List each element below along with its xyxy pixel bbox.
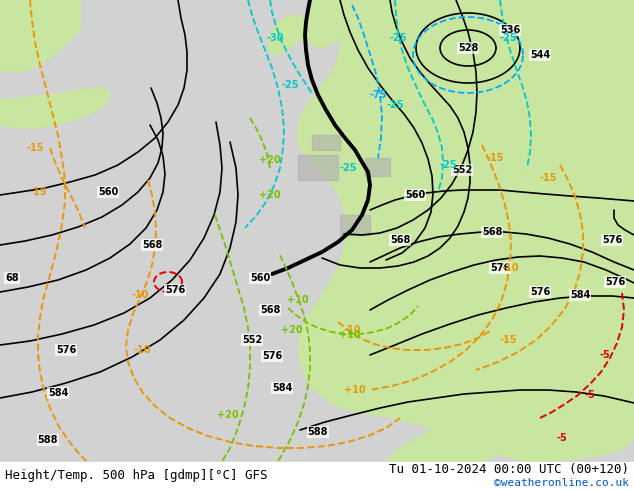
Text: -25: -25 <box>389 33 407 43</box>
Text: 576: 576 <box>605 277 625 287</box>
Text: -10: -10 <box>343 325 361 335</box>
Polygon shape <box>268 15 308 55</box>
Text: -15: -15 <box>486 153 504 163</box>
Text: -5: -5 <box>585 390 595 400</box>
Text: +10: +10 <box>287 295 309 305</box>
Text: -15: -15 <box>26 143 44 153</box>
Text: +10: +10 <box>339 330 361 340</box>
Text: 528: 528 <box>458 43 478 53</box>
Text: 584: 584 <box>570 290 590 300</box>
Text: -25: -25 <box>499 33 517 43</box>
Text: 576: 576 <box>56 345 76 355</box>
Text: +20: +20 <box>217 410 239 420</box>
Text: 576: 576 <box>602 235 622 245</box>
Text: 584: 584 <box>48 388 68 398</box>
Text: 552: 552 <box>242 335 262 345</box>
Polygon shape <box>298 0 634 462</box>
Text: 576: 576 <box>530 287 550 297</box>
Text: 560: 560 <box>98 187 118 197</box>
Text: 588: 588 <box>307 427 328 437</box>
Text: -75: -75 <box>369 90 387 100</box>
Text: 568: 568 <box>390 235 410 245</box>
Text: +20: +20 <box>259 155 281 165</box>
Bar <box>340 215 370 235</box>
Bar <box>312 135 340 150</box>
Text: +20: +20 <box>259 190 281 200</box>
Text: 544: 544 <box>530 50 550 60</box>
Text: -10: -10 <box>133 345 151 355</box>
Text: -25: -25 <box>281 80 299 90</box>
Polygon shape <box>0 0 80 72</box>
Text: 68: 68 <box>5 273 19 283</box>
Text: -5: -5 <box>557 433 567 443</box>
Polygon shape <box>430 468 634 490</box>
Text: -25: -25 <box>439 160 456 170</box>
Text: -5: -5 <box>600 350 611 360</box>
Polygon shape <box>304 0 348 48</box>
Bar <box>0 462 634 490</box>
Text: -15: -15 <box>499 335 517 345</box>
Text: +10: +10 <box>344 385 366 395</box>
Text: 576: 576 <box>165 285 185 295</box>
Text: ©weatheronline.co.uk: ©weatheronline.co.uk <box>494 478 629 488</box>
Bar <box>365 158 390 176</box>
Text: 560: 560 <box>250 273 270 283</box>
Text: -25: -25 <box>339 163 357 173</box>
Text: -10: -10 <box>131 290 149 300</box>
Text: 536: 536 <box>500 25 520 35</box>
Text: 584: 584 <box>272 383 292 393</box>
Text: 576: 576 <box>490 263 510 273</box>
Text: +20: +20 <box>281 325 303 335</box>
Text: -25: -25 <box>386 100 404 110</box>
Text: 568: 568 <box>482 227 502 237</box>
Polygon shape <box>0 88 110 128</box>
Text: -30: -30 <box>266 33 284 43</box>
Text: 568: 568 <box>260 305 280 315</box>
Text: 576: 576 <box>262 351 282 361</box>
Text: 568: 568 <box>142 240 162 250</box>
Text: 552: 552 <box>452 165 472 175</box>
Polygon shape <box>380 415 530 490</box>
Text: Tu 01-10-2024 00:00 UTC (00+120): Tu 01-10-2024 00:00 UTC (00+120) <box>389 464 629 476</box>
Text: -15: -15 <box>540 173 557 183</box>
Text: -10: -10 <box>501 263 519 273</box>
Bar <box>298 155 338 180</box>
Text: 560: 560 <box>405 190 425 200</box>
Text: -15: -15 <box>29 187 47 197</box>
Text: Height/Temp. 500 hPa [gdmp][°C] GFS: Height/Temp. 500 hPa [gdmp][°C] GFS <box>5 469 268 483</box>
Text: 588: 588 <box>38 435 58 445</box>
